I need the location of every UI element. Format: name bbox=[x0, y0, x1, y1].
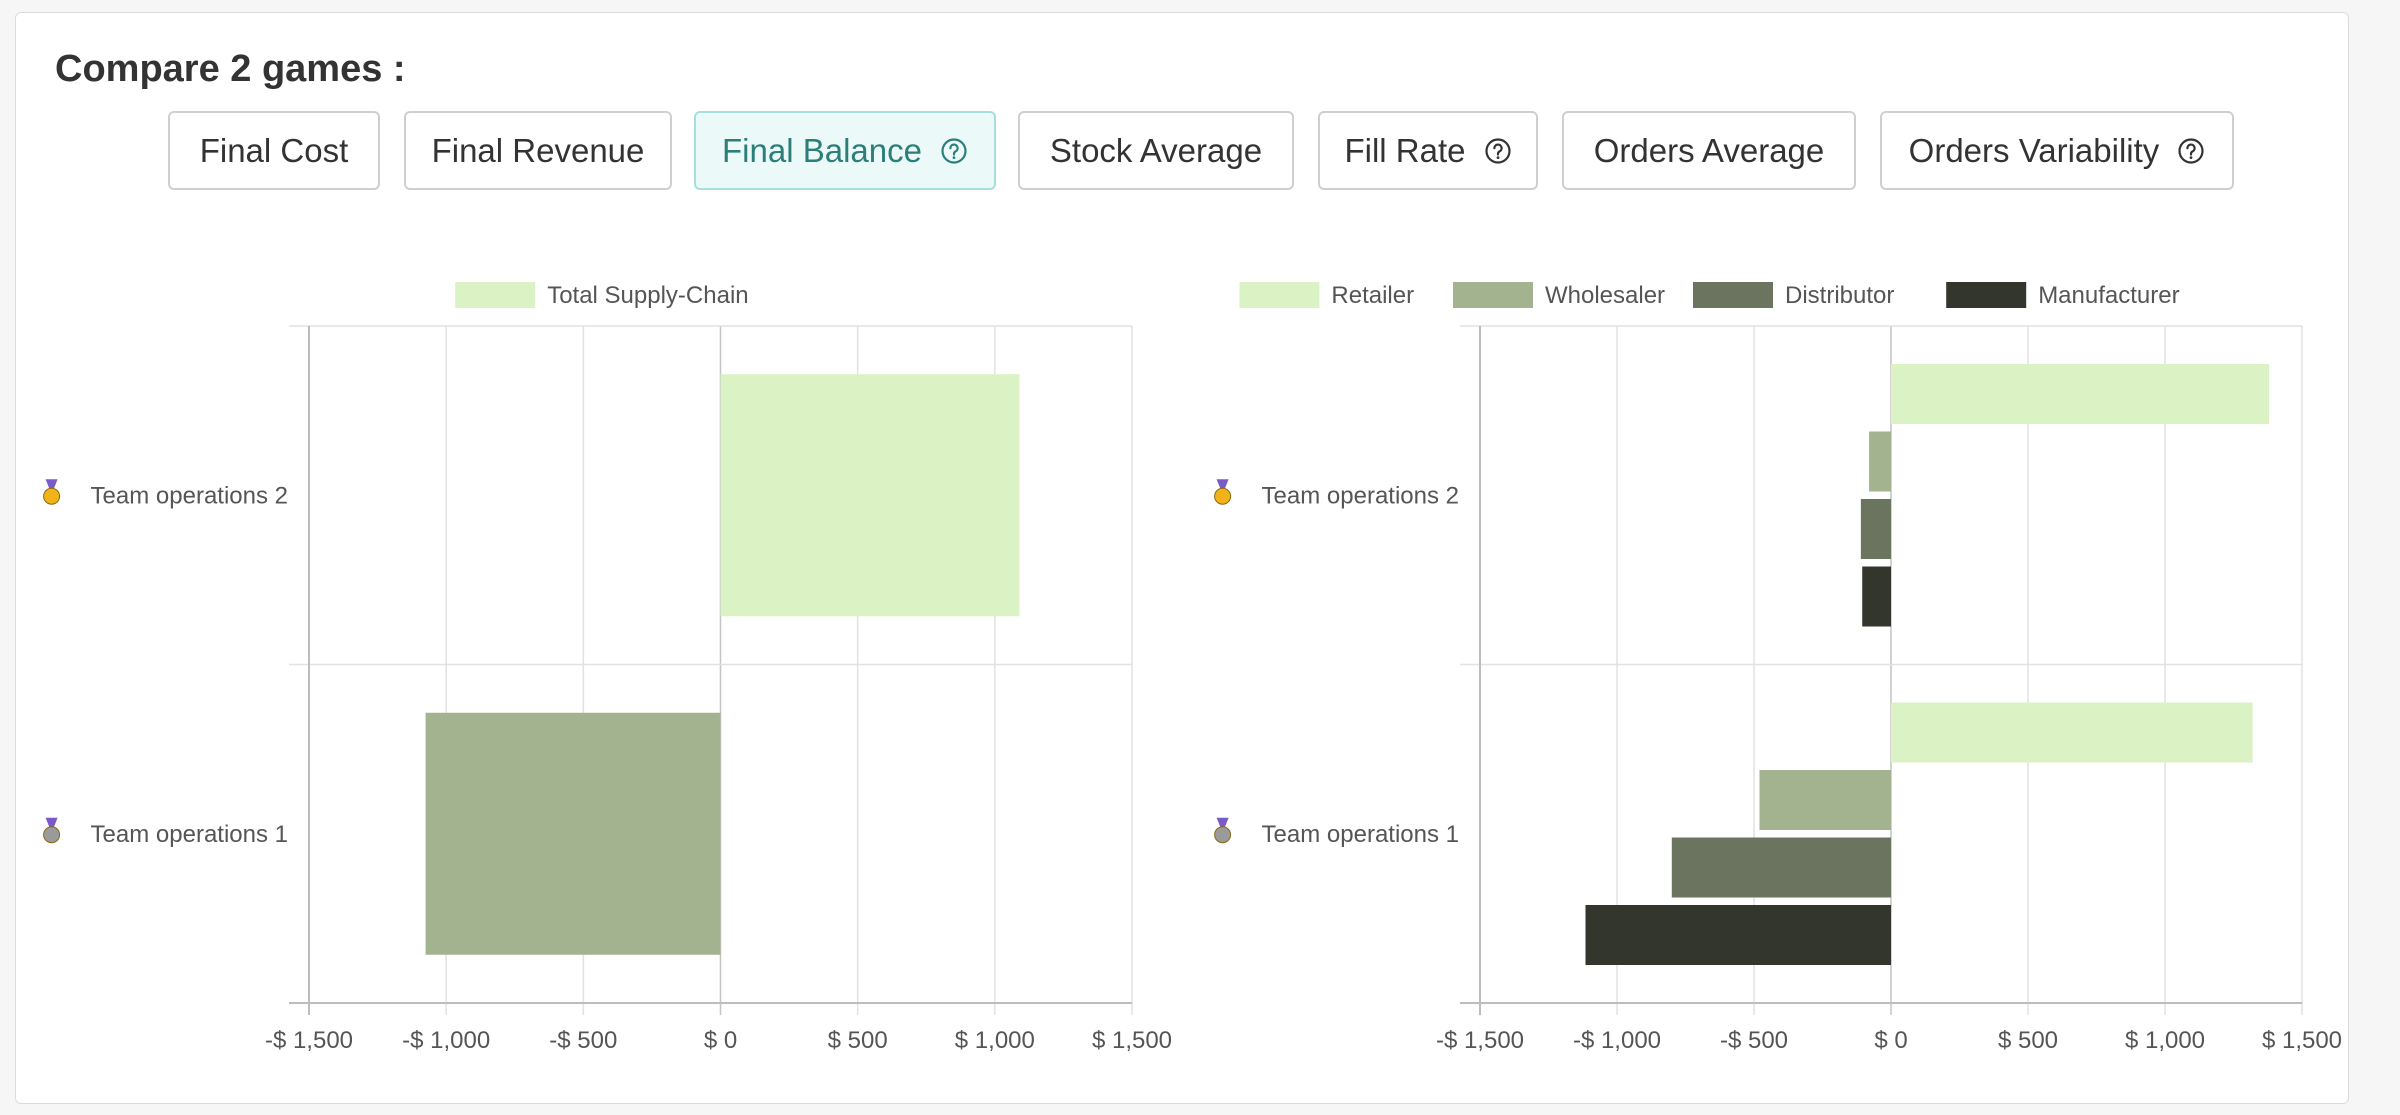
x-tick-label: $ 1,500 bbox=[1092, 1027, 1172, 1054]
legend-swatch bbox=[1239, 282, 1320, 308]
bar-distributor-team-operations-2 bbox=[1860, 499, 1891, 559]
bar-manufacturer-team-operations-2 bbox=[1862, 566, 1891, 627]
legend-item-distributor: Distributor bbox=[1693, 282, 1894, 309]
x-tick-label: -$ 500 bbox=[549, 1027, 617, 1054]
x-tick-label: $ 1,000 bbox=[2125, 1027, 2205, 1054]
gold-medal-icon bbox=[1214, 479, 1232, 505]
bar-team-operations-1 bbox=[425, 712, 721, 955]
legend-swatch bbox=[1946, 282, 2027, 308]
chart-1: -$ 1,500 -$ 1,000 -$ 500 $ 0 $ 500 $ 1,000 $ 1… bbox=[91, 282, 1172, 1054]
x-tick-label: -$ 500 bbox=[1720, 1027, 1788, 1054]
bar-wholesaler-team-operations-1 bbox=[1759, 770, 1891, 830]
tab-label: Stock Average bbox=[1049, 131, 1263, 169]
help-icon[interactable] bbox=[940, 137, 968, 165]
bar-manufacturer-team-operations-1 bbox=[1585, 905, 1891, 965]
page-title: Compare 2 games : bbox=[55, 48, 406, 90]
silver-medal-icon bbox=[43, 817, 61, 844]
x-tick-label: $ 1,500 bbox=[2262, 1027, 2342, 1054]
legend-item-wholesaler: Wholesaler bbox=[1453, 282, 1665, 309]
legend-item-retailer: Retailer bbox=[1239, 282, 1414, 309]
category-label: Team operations 2 bbox=[91, 482, 288, 509]
medal-disc bbox=[1214, 487, 1232, 505]
legend-label: Total Supply-Chain bbox=[547, 282, 748, 309]
legend-label: Retailer bbox=[1331, 282, 1414, 309]
silver-medal-icon bbox=[1214, 817, 1232, 844]
tab-final-balance[interactable]: Final Balance bbox=[694, 111, 996, 190]
tab-final-revenue[interactable]: Final Revenue bbox=[404, 111, 672, 190]
tab-label: Final Revenue bbox=[431, 131, 645, 169]
x-tick-label: $ 0 bbox=[704, 1027, 737, 1054]
medal-ribbon bbox=[45, 817, 58, 828]
medal-disc bbox=[1214, 826, 1232, 844]
gold-medal-icon bbox=[43, 479, 61, 505]
tab-label: Orders Variability bbox=[1908, 131, 2160, 169]
tab-label: Final Cost bbox=[199, 131, 349, 169]
tab-label: Orders Average bbox=[1593, 131, 1825, 169]
category-label: Team operations 1 bbox=[91, 821, 288, 848]
legend-swatch bbox=[1453, 282, 1533, 308]
bar-distributor-team-operations-1 bbox=[1671, 837, 1891, 898]
compare-games-card bbox=[15, 12, 2349, 1104]
x-tick-label: $ 1,000 bbox=[955, 1027, 1035, 1054]
category-label: Team operations 2 bbox=[1262, 482, 1459, 509]
x-tick-label: -$ 1,500 bbox=[1436, 1027, 1524, 1054]
legend-item-total-supply-chain: Total Supply-Chain bbox=[455, 282, 749, 309]
medal-disc bbox=[43, 826, 61, 844]
bar-retailer-team-operations-1 bbox=[1891, 702, 2253, 763]
legend-label: Manufacturer bbox=[2038, 282, 2179, 309]
tab-label: Fill Rate bbox=[1344, 131, 1466, 169]
bar-retailer-team-operations-2 bbox=[1891, 364, 2270, 424]
legend-swatch bbox=[1693, 282, 1773, 308]
help-icon[interactable] bbox=[1484, 137, 1512, 165]
bar-wholesaler-team-operations-2 bbox=[1869, 431, 1891, 492]
tab-orders-average[interactable]: Orders Average bbox=[1562, 111, 1856, 190]
category-label: Team operations 1 bbox=[1262, 821, 1459, 848]
legend-swatch bbox=[455, 282, 536, 308]
chart-2: -$ 1,500 -$ 1,000 -$ 500 $ 0 $ 500 $ 1,000 $ 1… bbox=[1239, 282, 2342, 1054]
bar-team-operations-2 bbox=[720, 374, 1020, 617]
tab-orders-variability[interactable]: Orders Variability bbox=[1880, 111, 2234, 190]
medal-ribbon bbox=[1216, 479, 1229, 490]
medal-disc bbox=[43, 487, 61, 505]
tab-label: Final Balance bbox=[722, 131, 922, 169]
medal-ribbon bbox=[45, 479, 58, 490]
medal-ribbon bbox=[1216, 817, 1229, 828]
tab-final-cost[interactable]: Final Cost bbox=[168, 111, 380, 190]
x-tick-label: $ 500 bbox=[828, 1027, 888, 1054]
x-tick-label: $ 500 bbox=[1998, 1027, 2058, 1054]
legend-item-manufacturer: Manufacturer bbox=[1946, 282, 2180, 309]
help-icon[interactable] bbox=[2177, 137, 2205, 165]
legend-label: Distributor bbox=[1785, 282, 1894, 309]
tab-stock-average[interactable]: Stock Average bbox=[1018, 111, 1294, 190]
legend-label: Wholesaler bbox=[1545, 282, 1665, 309]
x-tick-label: -$ 1,000 bbox=[1573, 1027, 1661, 1054]
x-tick-label: -$ 1,000 bbox=[402, 1027, 490, 1054]
x-tick-label: -$ 1,500 bbox=[265, 1027, 353, 1054]
tab-fill-rate[interactable]: Fill Rate bbox=[1318, 111, 1538, 190]
x-tick-label: $ 0 bbox=[1874, 1027, 1907, 1054]
